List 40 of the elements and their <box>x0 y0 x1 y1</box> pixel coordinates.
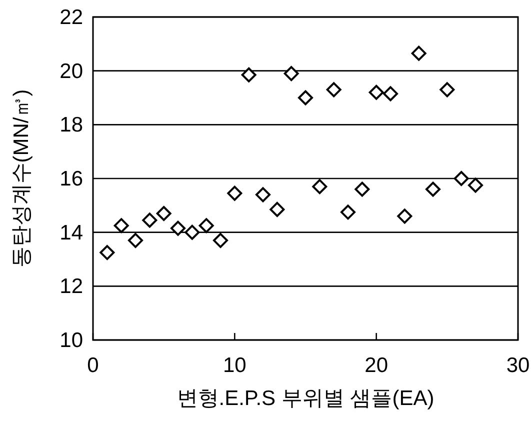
x-tick-label: 30 <box>506 354 530 377</box>
point <box>256 187 270 202</box>
point <box>198 218 214 234</box>
point <box>340 204 356 220</box>
point <box>100 245 115 260</box>
point <box>312 179 328 194</box>
y-tick-label: 16 <box>60 168 83 190</box>
point <box>270 202 285 217</box>
y-tick-label: 18 <box>60 114 83 137</box>
point <box>213 232 228 248</box>
point <box>354 182 370 197</box>
x-tick-label: 20 <box>364 354 388 377</box>
point <box>227 186 242 201</box>
point <box>156 206 172 221</box>
point <box>298 90 313 106</box>
x-axis-title: 변형.E.P.S 부위별 샘플(EA) <box>176 387 434 410</box>
point <box>326 82 342 98</box>
point <box>411 46 426 61</box>
point <box>170 220 186 236</box>
x-tick-label: 0 <box>87 354 99 377</box>
point <box>468 178 483 193</box>
y-tick-label: 22 <box>60 6 83 29</box>
point <box>184 224 200 240</box>
point <box>142 212 158 228</box>
y-tick-label: 14 <box>60 221 84 244</box>
point <box>284 66 299 82</box>
point <box>426 182 440 197</box>
point <box>241 67 256 82</box>
y-tick-label: 20 <box>60 60 83 83</box>
x-tick-label: 10 <box>222 354 246 377</box>
point <box>454 171 469 186</box>
point <box>114 218 129 234</box>
point <box>440 82 455 98</box>
point <box>383 86 398 102</box>
y-tick-label: 10 <box>60 329 83 352</box>
point <box>397 208 412 224</box>
point <box>128 232 143 248</box>
y-tick-label: 12 <box>60 275 83 298</box>
y-axis-title: 동탄성계수(MN/㎥) <box>10 89 33 268</box>
point <box>368 84 384 100</box>
